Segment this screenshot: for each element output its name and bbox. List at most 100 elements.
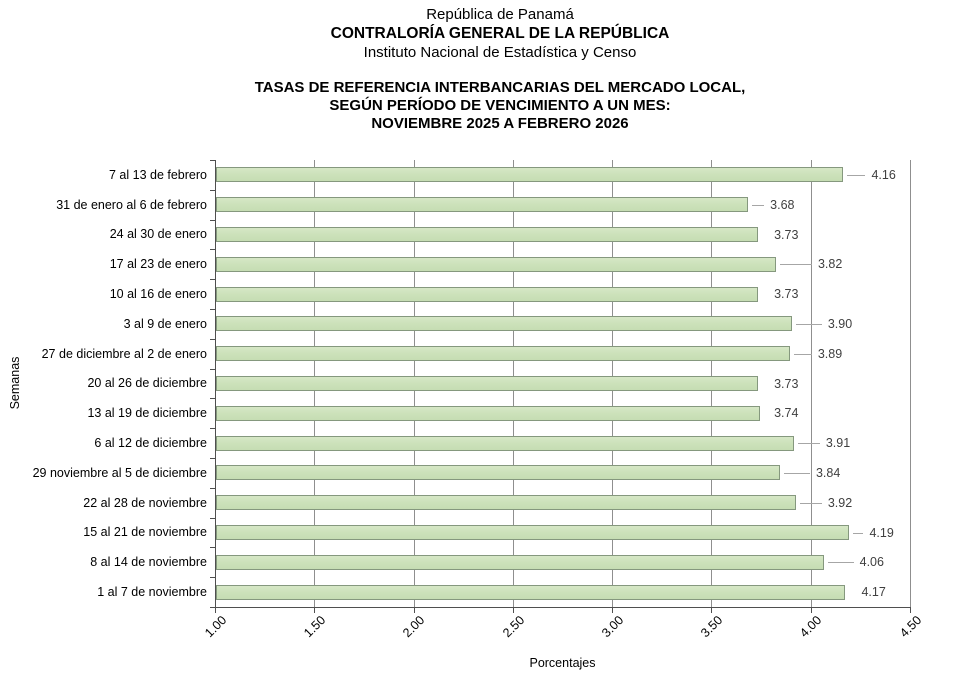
value-label: 3.90	[827, 316, 853, 331]
bar	[216, 554, 824, 570]
x-tick-label: 3.00	[598, 613, 627, 641]
x-axis-tick	[711, 608, 713, 613]
category-label: 29 noviembre al 5 de diciembre	[32, 465, 207, 480]
x-axis-tick	[413, 608, 415, 613]
gridline	[910, 160, 911, 607]
value-leader-line	[797, 443, 820, 445]
category-label: 1 al 7 de noviembre	[97, 585, 207, 600]
y-axis-tick	[210, 577, 215, 579]
x-tick-label: 3.50	[698, 613, 726, 641]
value-leader-line	[793, 353, 812, 355]
category-label: 20 al 26 de diciembre	[87, 376, 207, 391]
value-leader-line	[827, 562, 854, 564]
y-axis-tick	[210, 160, 215, 161]
chart-title-line-2: SEGÚN PERÍODO DE VENCIMIENTO A UN MES:	[329, 97, 671, 114]
x-axis-tick	[512, 608, 514, 613]
y-axis-tick	[210, 547, 215, 549]
bar	[216, 227, 759, 242]
chart-title-line-1: TASAS DE REFERENCIA INTERBANCARIAS DEL M…	[254, 79, 746, 96]
chart-title: TASAS DE REFERENCIA INTERBANCARIAS DEL M…	[37, 79, 963, 133]
y-axis-tick	[210, 338, 215, 340]
value-label: 3.74	[774, 406, 799, 421]
value-label: 3.89	[817, 346, 843, 361]
x-axis-tick	[314, 608, 316, 613]
category-label: 15 al 21 de noviembre	[83, 525, 207, 540]
category-label: 6 al 12 de diciembre	[94, 436, 207, 451]
bar	[216, 495, 796, 511]
y-axis-tick	[210, 607, 215, 608]
value-label: 4.17	[861, 585, 886, 600]
value-label: 3.73	[774, 287, 799, 302]
y-axis-tick	[210, 189, 215, 191]
x-axis-tick	[612, 608, 614, 613]
value-label: 3.84	[815, 465, 841, 480]
category-label: 7 al 13 de febrero	[109, 167, 207, 182]
value-label: 3.68	[770, 197, 795, 212]
x-tick-label: 2.50	[499, 613, 527, 641]
category-label: 3 al 9 de enero	[123, 316, 207, 331]
x-tick-label: 4.50	[896, 613, 924, 641]
y-axis-tick	[210, 219, 215, 221]
y-axis-tick	[210, 279, 215, 281]
bar	[216, 197, 749, 213]
header-institution: CONTRALORÍA GENERAL DE LA REPÚBLICA	[330, 25, 670, 42]
bar	[216, 584, 846, 600]
category-label: 22 al 28 de noviembre	[83, 495, 207, 510]
value-label: 4.06	[859, 555, 884, 570]
bar	[216, 405, 761, 421]
gridline	[810, 160, 812, 607]
y-axis-tick	[210, 517, 215, 519]
bar	[216, 525, 850, 540]
y-axis-category-labels: 7 al 13 de febrero 31 de enero al 6 de fe…	[0, 160, 207, 607]
y-axis-tick	[210, 398, 215, 400]
y-axis-tick	[210, 249, 215, 251]
header-institute: Instituto Nacional de Estadística y Cens…	[363, 44, 637, 61]
bar	[216, 346, 790, 362]
y-axis-tick	[210, 487, 215, 489]
value-label: 3.73	[774, 227, 799, 242]
x-axis-title: Porcentajes	[529, 656, 596, 670]
value-label: 4.19	[869, 525, 894, 540]
x-axis-tick-labels: 1.00 1.50 2.00 2.50 3.00 3.50 4.00 4.50	[202, 613, 924, 655]
y-axis-tick	[210, 458, 215, 459]
x-tick-label: 4.00	[797, 613, 825, 641]
bar	[216, 286, 759, 302]
category-label: 27 de diciembre al 2 de enero	[41, 346, 207, 361]
y-axis-tick	[210, 309, 215, 310]
value-leader-line	[779, 264, 812, 266]
y-axis-tick	[210, 368, 215, 370]
plot-area: 4.16 3.68 3.73 3.82 3.73 3.90 3.89 3.73 3.74 3.91…	[210, 160, 911, 613]
y-axis-tick	[210, 428, 215, 430]
value-label: 3.91	[825, 436, 851, 451]
bar	[216, 376, 759, 391]
category-label: 17 al 23 de enero	[109, 257, 207, 272]
report-header: República de Panamá CONTRALORÍA GENERAL …	[37, 5, 963, 62]
value-label: 4.16	[871, 167, 896, 182]
x-axis-tick	[910, 608, 911, 613]
value-leader-line	[853, 532, 864, 534]
category-label: 13 al 19 de diciembre	[87, 406, 207, 421]
value-leader-line	[752, 204, 765, 206]
value-label: 3.73	[774, 376, 799, 391]
value-leader-line	[799, 502, 822, 504]
category-label: 10 al 16 de enero	[109, 287, 207, 302]
category-label: 8 al 14 de noviembre	[90, 555, 207, 570]
bar	[216, 167, 844, 183]
bar	[216, 435, 794, 451]
x-axis-tick	[810, 608, 812, 613]
value-leader-line	[783, 472, 810, 474]
x-tick-label: 1.00	[201, 613, 229, 641]
category-label: 24 al 30 de enero	[109, 227, 207, 242]
bar	[216, 256, 776, 272]
x-tick-label: 1.50	[301, 613, 329, 641]
value-label: 3.92	[827, 495, 853, 510]
category-label: 31 de enero al 6 de febrero	[56, 197, 207, 212]
header-country: República de Panamá	[426, 6, 574, 23]
chart-title-line-3: NOVIEMBRE 2025 A FEBRERO 2026	[371, 115, 629, 132]
value-leader-line	[847, 174, 866, 176]
bar	[216, 465, 780, 481]
value-label: 3.82	[817, 257, 843, 272]
x-tick-label: 2.00	[400, 613, 428, 641]
bar	[216, 316, 792, 332]
